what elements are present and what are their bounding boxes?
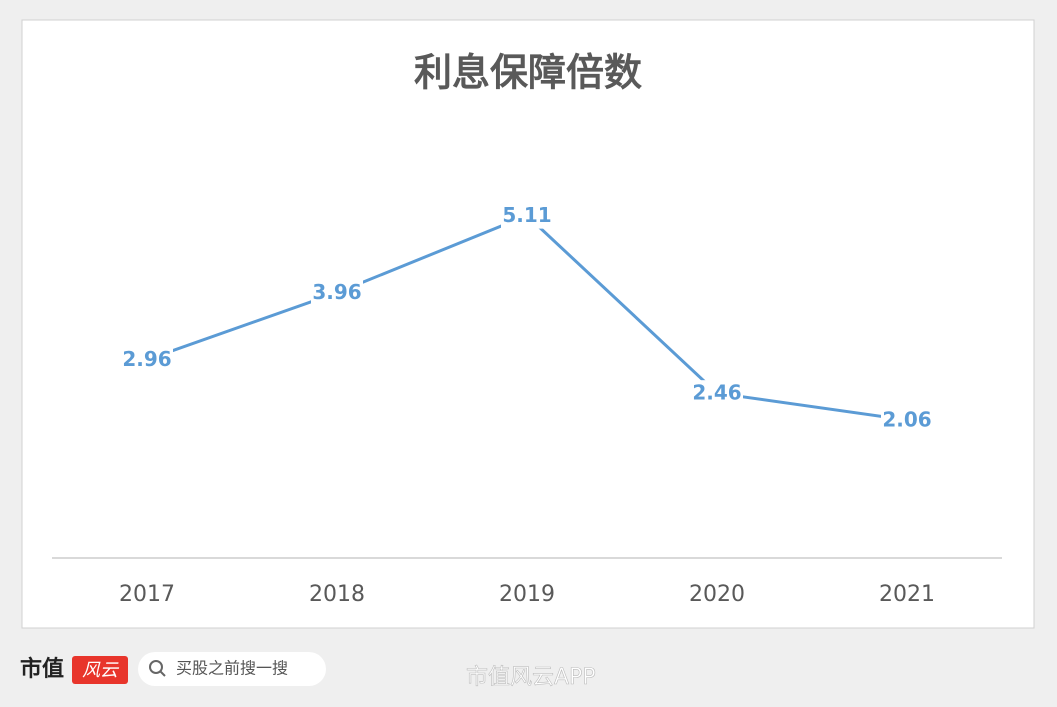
logo-badge [72,656,128,684]
chart-card [21,19,1035,629]
label-bg [691,380,743,407]
label-bg [501,202,553,229]
label-bg [881,406,933,433]
data-label: 2.96 [122,347,171,371]
x-tick-label: 2018 [309,582,365,607]
x-tick-label: 2019 [499,582,555,607]
search-box[interactable] [138,652,326,686]
x-tick-label: 2020 [689,582,745,607]
data-label: 2.06 [882,407,931,431]
data-label: 3.96 [312,280,361,304]
search-placeholder: 买股之前搜一搜 [176,659,288,678]
search-icon [149,660,163,674]
label-bg [121,346,173,373]
plot: 2017 2018 2019 2020 2021 2.96 3.96 5.11 2.46 2.06 [119,202,935,607]
x-tick-label: 2021 [879,582,935,607]
watermark: 市值风云APP [466,665,596,690]
x-tick-label: 2017 [119,582,175,607]
data-label: 2.46 [692,381,741,405]
chart-title: 利息保障倍数 [414,51,642,95]
data-label: 5.11 [502,203,551,227]
search-icon [159,670,166,677]
logo-badge-text: 风云 [82,660,120,681]
footer-logo: 市值 [20,656,64,682]
label-bg [311,279,363,306]
